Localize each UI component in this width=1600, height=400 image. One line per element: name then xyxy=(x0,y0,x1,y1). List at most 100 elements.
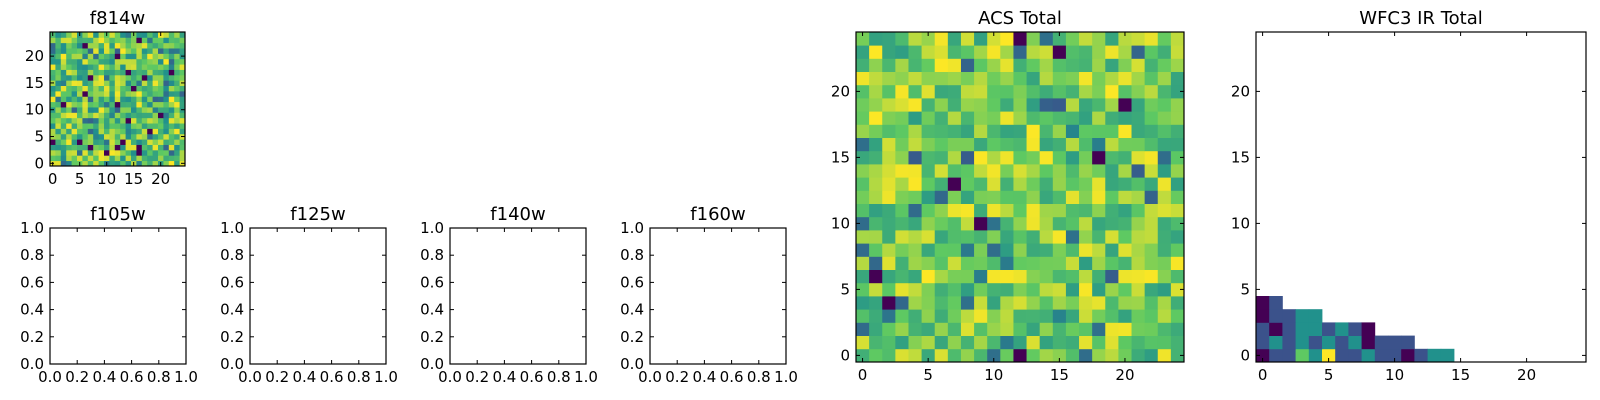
heatmap-cell xyxy=(136,74,143,81)
heatmap-cell xyxy=(87,42,94,49)
heatmap-cell xyxy=(131,48,137,54)
heatmap-cell xyxy=(869,296,883,310)
heatmap-cell xyxy=(1079,164,1093,178)
heatmap-cell xyxy=(987,190,1001,204)
heatmap-cell xyxy=(87,128,94,135)
heatmap-cell xyxy=(109,149,116,156)
heatmap-cell xyxy=(114,155,121,162)
heatmap-cell xyxy=(974,216,988,231)
heatmap-cell xyxy=(93,128,99,135)
heatmap-cell xyxy=(152,112,159,119)
y-tick-label: 10 xyxy=(25,101,44,119)
heatmap-cell xyxy=(163,96,170,103)
heatmap-cell xyxy=(869,203,883,218)
heatmap-cell xyxy=(82,117,89,124)
heatmap-cell xyxy=(82,139,89,145)
heatmap-cell xyxy=(895,256,909,270)
heatmap-cell xyxy=(93,32,99,38)
heatmap-cell xyxy=(125,58,132,65)
x-tick-label: 0 xyxy=(858,366,868,384)
heatmap-cell xyxy=(947,269,962,284)
heatmap-cell xyxy=(93,107,99,113)
heatmap-cell xyxy=(960,216,975,231)
heatmap-cell xyxy=(82,64,89,70)
heatmap-cell xyxy=(1170,230,1185,244)
heatmap-cell xyxy=(141,74,148,81)
heatmap-cell xyxy=(77,144,83,151)
heatmap-cell xyxy=(947,71,962,86)
heatmap-cell xyxy=(152,139,159,145)
heatmap-cell xyxy=(1105,296,1119,310)
heatmap-cell xyxy=(152,32,159,38)
heatmap-cell xyxy=(1170,58,1185,72)
heatmap-cell xyxy=(1013,335,1027,350)
heatmap-cell xyxy=(131,53,137,60)
heatmap-cell xyxy=(1092,71,1106,86)
y-tick-label: 0 xyxy=(34,154,44,172)
heatmap-cell xyxy=(1144,203,1159,218)
heatmap-cell xyxy=(1144,111,1159,125)
heatmap-cell xyxy=(934,335,949,350)
heatmap-cell xyxy=(93,58,99,65)
heatmap-cell xyxy=(1079,203,1093,218)
heatmap-cell xyxy=(1335,322,1349,336)
heatmap-cell xyxy=(1079,256,1093,270)
heatmap-cell xyxy=(163,155,170,162)
heatmap-cell xyxy=(1105,45,1119,59)
heatmap-cell xyxy=(882,256,896,270)
heatmap-cell xyxy=(908,71,922,86)
heatmap-cell xyxy=(1170,216,1185,231)
heatmap-cell xyxy=(882,150,896,165)
heatmap-cell xyxy=(895,282,909,297)
heatmap-cell xyxy=(1026,98,1041,112)
heatmap-cell xyxy=(1157,32,1172,46)
y-tick-label: 0.6 xyxy=(220,273,244,291)
heatmap-cell xyxy=(1079,335,1093,350)
y-tick-label: 15 xyxy=(25,74,44,92)
heatmap-cell xyxy=(1065,164,1080,178)
heatmap-cell xyxy=(147,149,153,156)
heatmap-cell xyxy=(1157,282,1172,297)
heatmap-cell xyxy=(60,48,67,54)
heatmap-cell xyxy=(93,133,99,140)
heatmap-cell xyxy=(856,150,870,165)
y-tick-label: 5 xyxy=(34,128,44,146)
heatmap-cell xyxy=(147,74,153,81)
heatmap-cell xyxy=(71,64,78,70)
heatmap-cell xyxy=(77,128,83,135)
heatmap-cell xyxy=(98,58,105,65)
x-tick-label: 10 xyxy=(1385,366,1404,384)
heatmap-cell xyxy=(147,69,153,76)
heatmap-cell xyxy=(147,85,153,92)
heatmap-cell xyxy=(1092,84,1106,99)
heatmap-cell xyxy=(1079,348,1093,363)
heatmap-cell xyxy=(934,216,949,231)
heatmap-cell xyxy=(1079,84,1093,99)
heatmap-cell xyxy=(66,117,72,124)
heatmap-cell xyxy=(104,128,110,135)
panel-title-f814w: f814w xyxy=(90,8,145,29)
heatmap-cell xyxy=(136,160,143,167)
heatmap-cell xyxy=(934,243,949,257)
x-tick-label: 1.0 xyxy=(574,368,598,386)
heatmap-cell xyxy=(895,243,909,257)
heatmap-cell xyxy=(98,69,105,76)
heatmap-cell xyxy=(960,322,975,336)
heatmap-cell xyxy=(55,58,62,65)
heatmap-cell xyxy=(960,282,975,297)
heatmap-cell xyxy=(104,107,110,113)
heatmap-cell xyxy=(1079,322,1093,336)
heatmap-cell xyxy=(98,123,105,129)
heatmap-cell xyxy=(136,80,143,86)
y-tick-label: 15 xyxy=(1231,148,1250,166)
heatmap-cell xyxy=(125,90,132,97)
heatmap-cell xyxy=(1039,137,1054,152)
panel-title-f160w: f160w xyxy=(690,204,745,225)
heatmap-cell xyxy=(1052,309,1067,323)
heatmap-cell xyxy=(882,203,896,218)
heatmap-cell xyxy=(869,111,883,125)
heatmap-cell xyxy=(168,42,175,49)
heatmap-cell xyxy=(168,149,175,156)
heatmap-cell xyxy=(1157,150,1172,165)
heatmap-cell xyxy=(1026,137,1041,152)
